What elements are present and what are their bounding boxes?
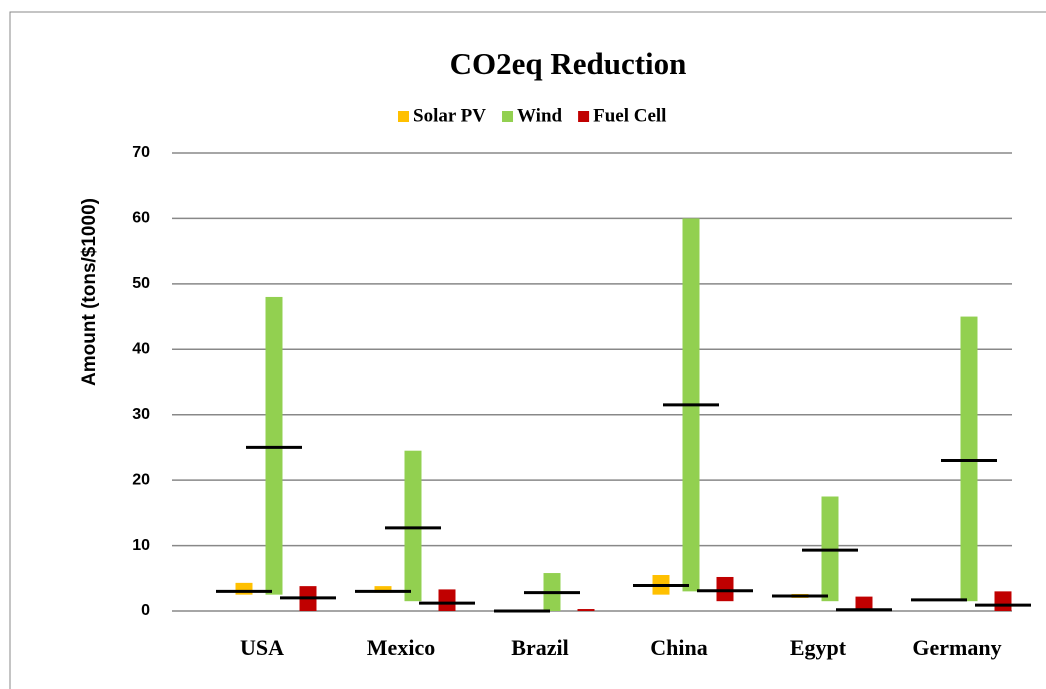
x-tick-label: USA [240,635,284,660]
y-tick-label: 10 [132,537,150,554]
range-bar [577,609,595,611]
x-tick-label: China [650,635,707,660]
range-bar [404,450,422,602]
legend-label: Solar PV [413,105,486,126]
legend-label: Wind [517,105,563,126]
legend-swatch [502,111,514,122]
y-axis-label: Amount (tons/$1000) [79,198,100,386]
x-tick-label: Mexico [367,635,435,660]
chart-title: CO2eq Reduction [450,46,687,81]
chart-border [9,11,1046,689]
range-bar [994,591,1012,611]
legend-swatch [398,111,409,122]
range-bar [374,586,392,593]
range-bar [265,296,283,595]
x-tick-label: Brazil [511,635,568,660]
y-tick-label: 60 [132,210,150,227]
legend-swatch [578,111,590,122]
range-bar [855,596,873,611]
y-tick-label: 0 [141,602,150,619]
range-bar [960,316,978,602]
y-tick-label: 30 [132,406,150,423]
legend-label: Fuel Cell [593,105,666,126]
y-tick-label: 40 [132,341,150,358]
y-tick-label: 50 [132,275,150,292]
y-tick-label: 20 [132,471,150,488]
x-tick-label: Germany [912,635,1001,660]
x-tick-label: Egypt [790,635,847,660]
range-bar [716,576,734,602]
range-bar [235,582,253,595]
range-bar [438,589,456,611]
y-tick-label: 70 [132,144,150,161]
